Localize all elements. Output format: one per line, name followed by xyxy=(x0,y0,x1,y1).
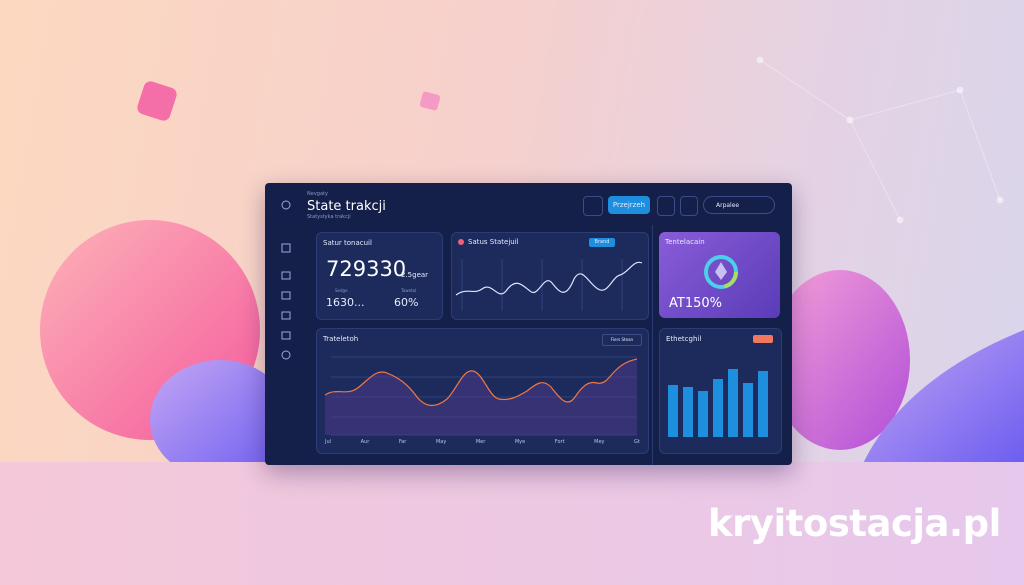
network-decoration xyxy=(756,56,1004,224)
blob xyxy=(770,270,910,450)
cube xyxy=(419,91,441,111)
ring-icon xyxy=(704,255,738,289)
trend-chart xyxy=(324,356,638,436)
stat-small: 1630... xyxy=(326,296,365,309)
filter-button[interactable]: Fiers Stean xyxy=(602,334,642,346)
x-label: Mer xyxy=(475,439,486,445)
card-title: Satur tonacuil xyxy=(323,239,372,247)
title: State trakcji xyxy=(307,199,386,214)
card-title: Satus Statejuil xyxy=(468,238,519,246)
divider xyxy=(652,225,653,465)
card-title: Tentelacain xyxy=(665,238,705,246)
promo-value: AT150% xyxy=(669,296,722,311)
badge[interactable]: Brand xyxy=(589,238,615,247)
user-menu[interactable]: Arpalee xyxy=(703,196,775,214)
bars-card: Ethetcghil xyxy=(659,328,782,454)
primary-button[interactable]: Przejrzeh xyxy=(608,196,650,214)
icon-button[interactable] xyxy=(583,196,603,216)
line-sparkline xyxy=(455,259,643,311)
trend-card: Trateletoh Fiers Stean Jul Aur Far May Mer My… xyxy=(316,328,649,454)
floor xyxy=(0,462,1024,585)
bar-illustration xyxy=(668,369,768,437)
card-title: Trateletoh xyxy=(323,335,359,343)
cube xyxy=(137,81,177,121)
sidebar-icons xyxy=(281,200,291,360)
stat-small: 60% xyxy=(394,296,419,309)
x-label: Gt xyxy=(634,439,640,445)
x-label: Fort xyxy=(554,439,565,445)
badge[interactable] xyxy=(753,335,773,343)
stat-card: Satur tonacuil 729330 2.5gear Sedge 1630… xyxy=(316,232,443,320)
stat-value: 729330 xyxy=(326,257,407,281)
x-label: Far xyxy=(398,439,407,445)
stat-label: Sedge xyxy=(335,288,348,293)
promo-card: Tentelacain AT150% xyxy=(659,232,780,318)
subtitle: Statystyka trakcji xyxy=(307,214,351,220)
kicker: Nevgaty xyxy=(307,191,328,197)
watermark: kryitostacja.pl xyxy=(708,502,1001,545)
icon-button[interactable] xyxy=(657,196,675,216)
x-label: Mey xyxy=(594,439,605,445)
card-title: Ethetcghil xyxy=(666,335,702,343)
x-label: Jul xyxy=(325,439,332,445)
stat-unit: 2.5gear xyxy=(401,271,429,279)
x-label: Aur xyxy=(360,439,370,445)
blob xyxy=(860,330,1024,470)
icon-button[interactable] xyxy=(680,196,698,216)
x-labels: Jul Aur Far May Mer Mye Fort Mey Gt xyxy=(325,439,640,445)
stat-label: Tawetal xyxy=(401,288,417,293)
x-label: May xyxy=(435,439,447,445)
chart-card: Satus Statejuil Brand xyxy=(451,232,649,320)
x-label: Mye xyxy=(514,439,526,445)
dot xyxy=(458,239,464,245)
blob xyxy=(150,360,290,480)
